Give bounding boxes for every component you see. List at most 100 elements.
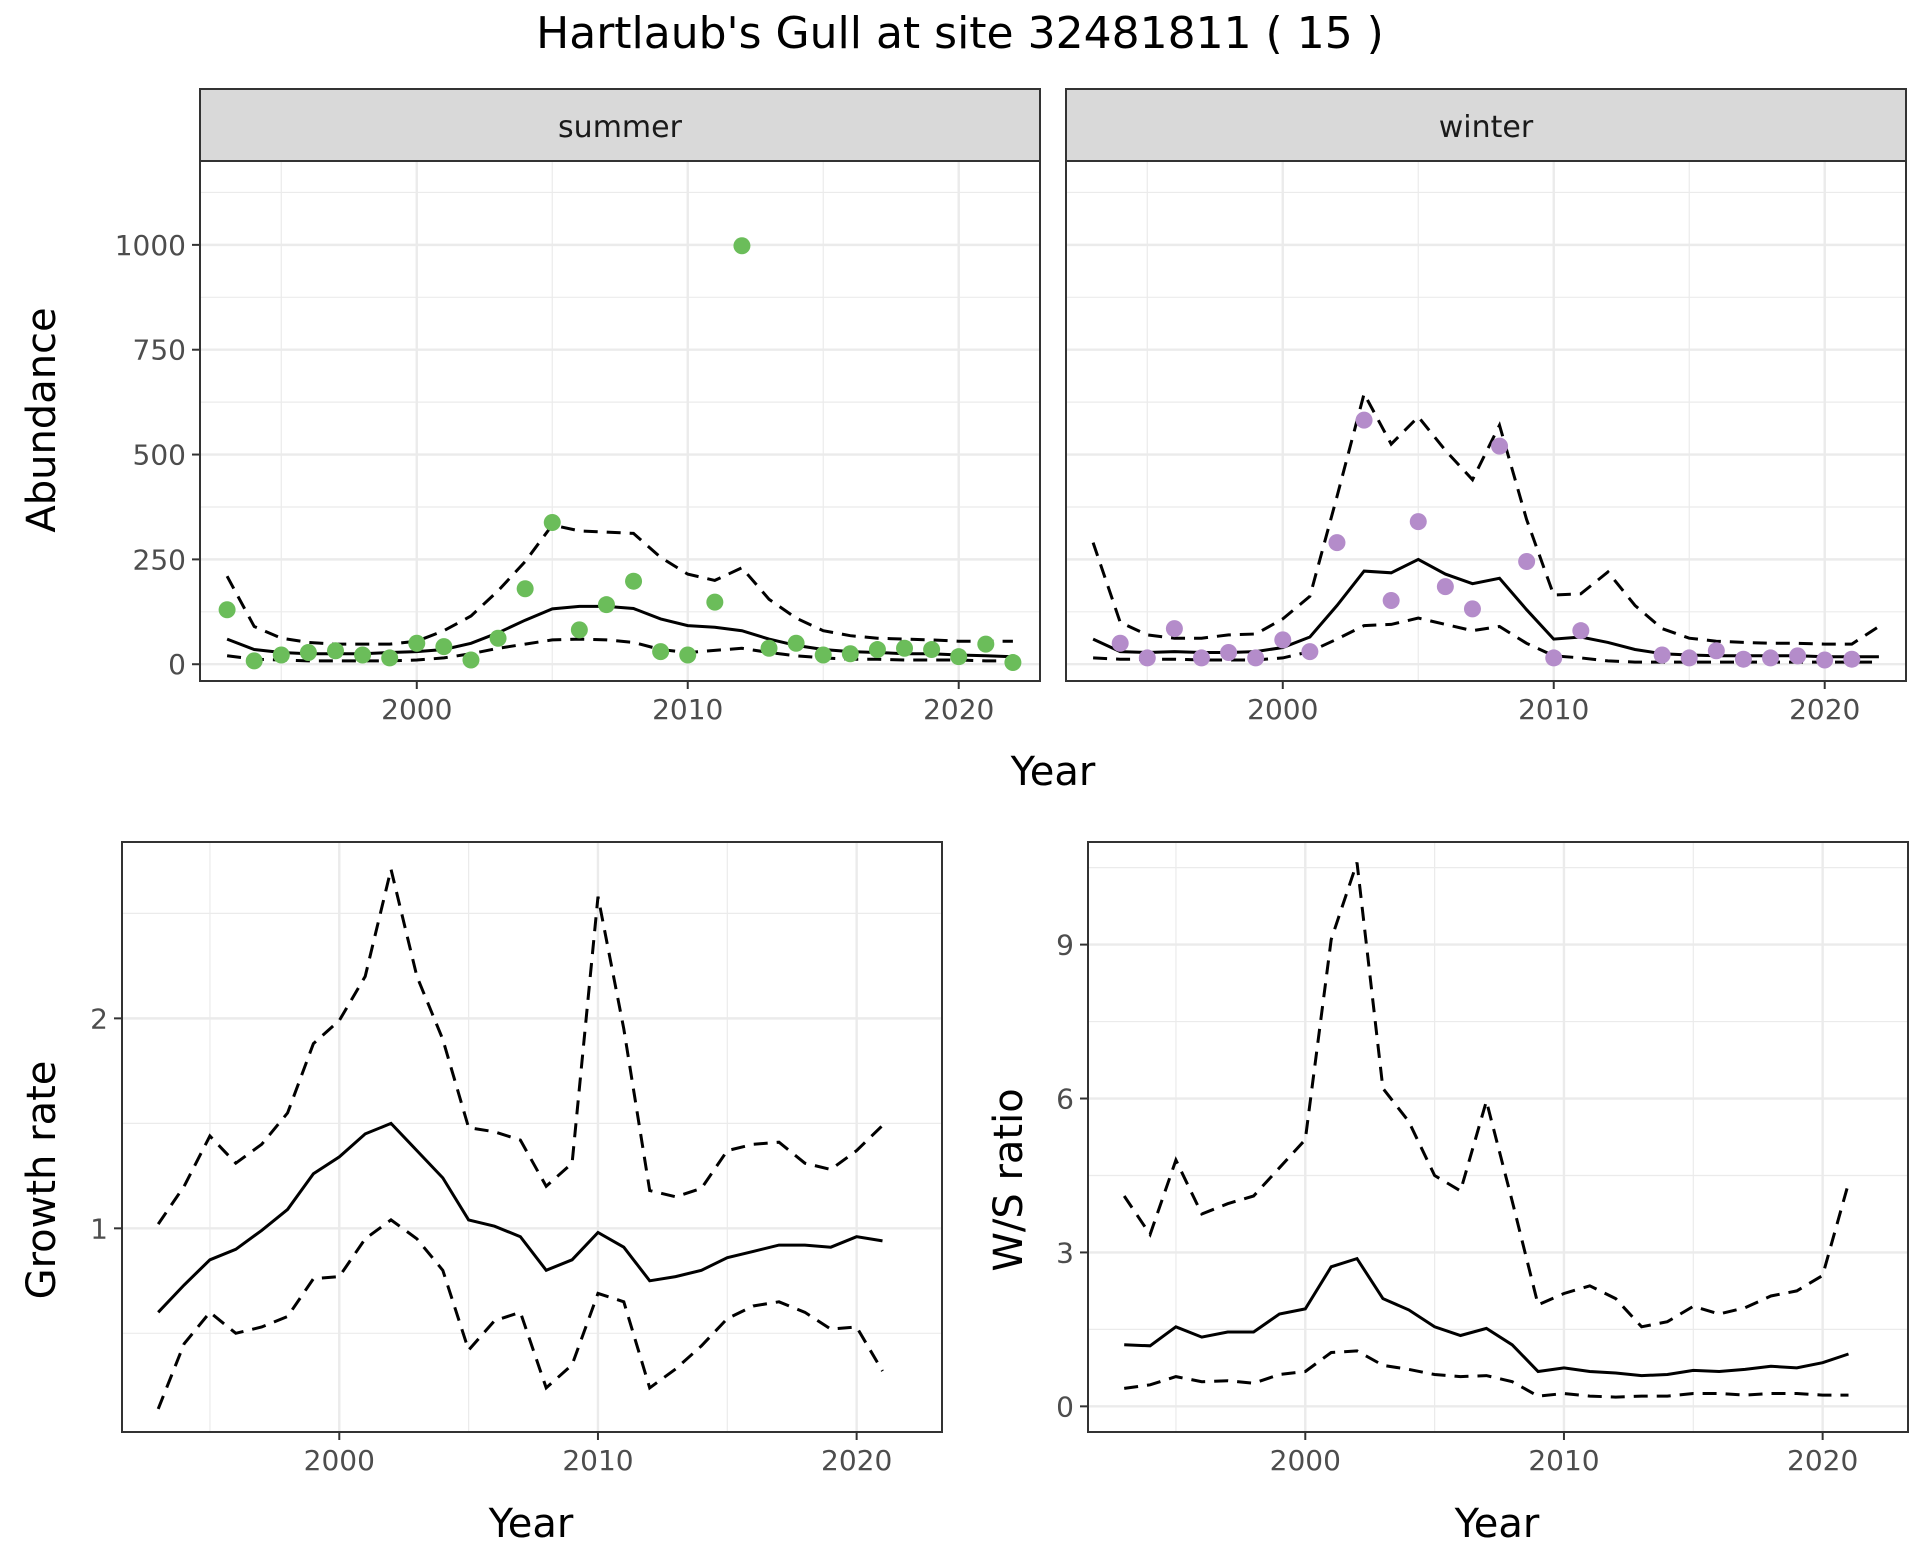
lower-bound-line: [156, 1218, 884, 1410]
data-point: [1192, 649, 1210, 667]
data-point: [625, 572, 643, 590]
data-point: [950, 648, 968, 666]
x-tick-label: 2010: [652, 693, 723, 726]
data-point: [435, 638, 453, 656]
x-tick-label: 2020: [923, 693, 994, 726]
data-point: [1653, 646, 1671, 664]
x-tick-label: 2020: [1789, 693, 1860, 726]
panel-border: [121, 841, 943, 1433]
ratio-xlabel: Year: [1454, 1501, 1540, 1547]
data-point: [1491, 437, 1509, 455]
top-xlabel: Year: [1010, 749, 1096, 795]
data-point: [787, 634, 805, 652]
summer-strip-label: summer: [558, 110, 683, 145]
data-point: [272, 646, 290, 664]
data-point: [462, 651, 480, 669]
data-point: [868, 641, 886, 659]
x-tick-label: 2010: [562, 1444, 633, 1477]
series-group: [1091, 389, 1880, 669]
series-group: [1122, 862, 1850, 1399]
data-point: [1274, 631, 1292, 649]
ratio-plot-area: 2000 2010 2020 0 3 6 9: [1056, 841, 1909, 1477]
summer-strip: [199, 88, 1041, 162]
x-tick-label: 2000: [304, 1444, 375, 1477]
x-tick-label: 2020: [1787, 1444, 1858, 1477]
y-tick-label: 6: [1056, 1083, 1074, 1116]
upper-bound-line: [1091, 389, 1880, 646]
upper-bound-line: [225, 523, 1013, 646]
growth-plot-area: 2000 2010 2020 1 2: [90, 841, 943, 1477]
y-tick-label: 3: [1056, 1236, 1074, 1269]
series-group: [156, 868, 884, 1410]
top-ylabel: Abundance: [19, 307, 65, 532]
series-group: [218, 237, 1022, 672]
data-point: [1004, 654, 1022, 672]
lower-bound-line: [1123, 1349, 1849, 1399]
data-point: [1328, 534, 1346, 552]
panel-border: [1087, 841, 1909, 1433]
data-point: [1816, 651, 1834, 669]
y-tick-label: 1: [90, 1212, 108, 1245]
data-point: [923, 641, 941, 659]
data-point: [1707, 642, 1725, 660]
data-point: [299, 643, 317, 661]
data-point: [733, 237, 751, 255]
winter-strip: [1065, 88, 1907, 162]
y-tick-label: 0: [168, 648, 186, 681]
data-point: [1355, 411, 1373, 429]
y-tick-label: 2: [90, 1002, 108, 1035]
data-point: [1301, 643, 1319, 661]
upper-bound-line: [1122, 862, 1850, 1329]
data-point: [841, 645, 859, 663]
data-point: [1463, 600, 1481, 618]
data-point: [652, 643, 670, 661]
data-point: [218, 601, 236, 619]
upper-bound-line: [156, 868, 884, 1225]
figure-title: Hartlaub's Gull at site 32481811 ( 15 ): [536, 8, 1384, 59]
panel-winter: winter 2000 2010 2020: [1065, 88, 1907, 726]
data-point: [1111, 634, 1129, 652]
x-tick-label: 2000: [381, 693, 452, 726]
data-point: [543, 513, 561, 531]
data-point: [1843, 650, 1861, 668]
data-point: [706, 593, 724, 611]
data-point: [1409, 513, 1427, 531]
data-point: [1734, 650, 1752, 668]
y-tick-label: 250: [133, 543, 186, 576]
data-point: [1762, 649, 1780, 667]
y-tick-label: 9: [1056, 929, 1074, 962]
lower-bound-line: [226, 637, 1013, 663]
mean-line: [1124, 1256, 1849, 1378]
x-tick-label: 2000: [1270, 1444, 1341, 1477]
mean-line: [226, 604, 1013, 659]
data-point: [1247, 649, 1265, 667]
data-point: [814, 646, 832, 664]
mean-line: [157, 1121, 883, 1314]
x-tick-label: 2010: [1518, 693, 1589, 726]
data-point: [1545, 649, 1563, 667]
data-point: [1789, 647, 1807, 665]
data-point: [1138, 649, 1156, 667]
panel-summer: summer 2000 2010 2020 0 250 500 750 1000: [115, 88, 1041, 726]
data-point: [1165, 620, 1183, 638]
data-point: [896, 639, 914, 657]
data-point: [760, 639, 778, 657]
data-point: [597, 596, 615, 614]
y-tick-label: 1000: [115, 229, 186, 262]
data-point: [408, 634, 426, 652]
data-point: [679, 646, 697, 664]
data-point: [1518, 552, 1536, 570]
data-point: [245, 652, 263, 670]
data-point: [570, 621, 588, 639]
x-tick-label: 2010: [1528, 1444, 1599, 1477]
data-point: [516, 580, 534, 598]
data-point: [1572, 622, 1590, 640]
data-point: [1220, 643, 1238, 661]
data-point: [1382, 591, 1400, 609]
x-tick-label: 2020: [821, 1444, 892, 1477]
data-point: [977, 635, 995, 653]
data-point: [381, 649, 399, 667]
summer-plot-area: 2000 2010 2020 0 250 500 750 1000: [115, 160, 1041, 726]
data-point: [326, 642, 344, 660]
